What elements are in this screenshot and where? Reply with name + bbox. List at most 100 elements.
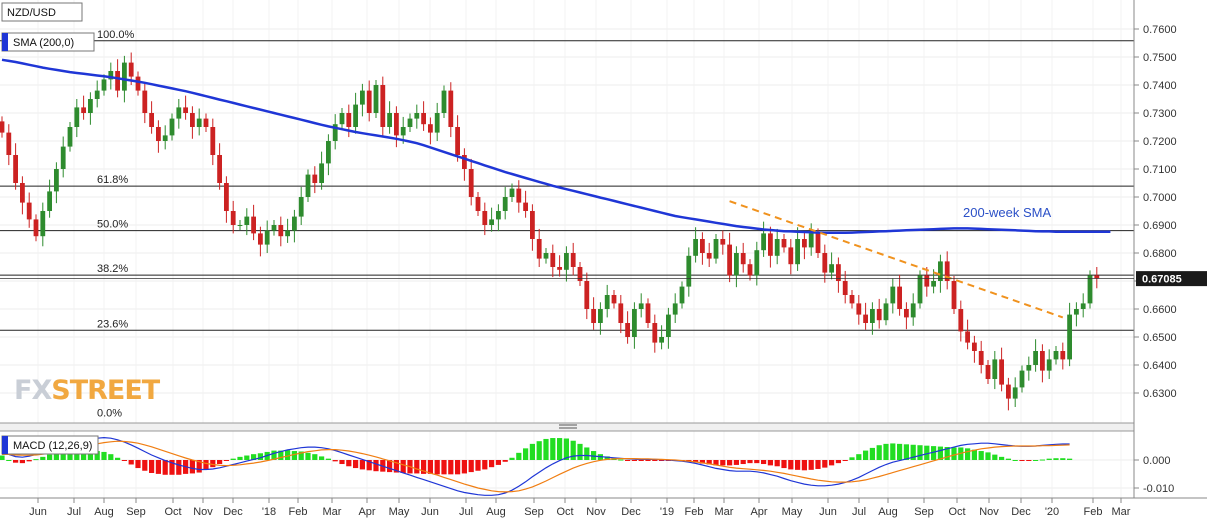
candle: [795, 227, 800, 271]
symbol-legend[interactable]: NZD/USD: [1, 2, 83, 22]
macd-histogram-bar: [319, 456, 325, 460]
candle: [448, 82, 454, 138]
candle: [156, 120, 161, 153]
time-tick-label: Sep: [914, 506, 934, 518]
candle: [285, 218, 290, 243]
candle: [992, 351, 998, 390]
candle: [999, 347, 1004, 392]
time-tick-label: Jul: [459, 506, 473, 518]
macd-histogram-bar: [1012, 460, 1018, 461]
macd-histogram-bar: [244, 455, 250, 460]
candle: [0, 116, 5, 138]
macd-histogram-bar: [869, 447, 875, 460]
macd-histogram-bar: [1026, 460, 1032, 461]
time-tick-label: May: [389, 506, 410, 518]
candle: [455, 115, 460, 162]
candle: [94, 80, 100, 108]
price-tick-label: 0.7600: [1143, 24, 1177, 36]
macd-histogram-bar: [223, 460, 229, 461]
candle: [319, 151, 324, 190]
candle: [1060, 342, 1066, 370]
candle: [305, 169, 311, 203]
panel-separator[interactable]: [0, 423, 1134, 431]
macd-histogram-bar: [434, 460, 440, 475]
svg-text:SMA (200,0): SMA (200,0): [13, 37, 74, 49]
macd-histogram-bar: [937, 446, 943, 460]
candle: [944, 251, 950, 290]
macd-histogram-bar: [516, 452, 522, 460]
candle: [863, 302, 868, 330]
candle: [101, 74, 107, 96]
macd-histogram-bar: [448, 460, 454, 475]
candle: [536, 228, 542, 267]
macd-histogram-bar: [40, 456, 46, 460]
macd-signal-line: [2, 440, 1070, 493]
time-tick-label: May: [782, 506, 803, 518]
price-tick-label: 0.7400: [1143, 80, 1177, 92]
macd-histogram-bar: [101, 451, 107, 460]
macd-histogram-bar: [135, 460, 141, 469]
candle: [516, 180, 522, 213]
time-axis[interactable]: Jun Jul Aug Sep Oct Nov Dec '18 Feb Mar Apr May Jun J…: [29, 498, 1131, 518]
macd-histogram-bar: [801, 460, 807, 471]
macd-histogram-bar: [659, 460, 665, 461]
macd-histogram-bar: [693, 460, 699, 463]
time-tick-label: Jun: [421, 506, 439, 518]
macd-histogram-bar: [536, 441, 542, 460]
candle: [951, 275, 957, 315]
macd-histogram-bar: [339, 460, 345, 465]
macd-tick-label: 0.000: [1143, 455, 1171, 467]
price-tick-label: 0.6900: [1143, 220, 1177, 232]
candle: [326, 134, 331, 176]
candle: [734, 246, 739, 288]
candle: [237, 219, 243, 231]
macd-panel: [0, 438, 1073, 475]
candle: [339, 107, 345, 130]
candle: [693, 227, 698, 263]
candle: [679, 281, 685, 309]
time-tick-label: Aug: [486, 506, 506, 518]
macd-histogram-bar: [47, 454, 53, 460]
svg-text:0.67085: 0.67085: [1142, 274, 1182, 286]
time-tick-label: Nov: [586, 506, 606, 518]
macd-legend[interactable]: MACD (12,26,9): [1, 435, 99, 455]
macd-axis[interactable]: 0.000 -0.010: [1134, 455, 1174, 495]
candle: [564, 246, 569, 282]
time-tick-label: Aug: [94, 506, 114, 518]
macd-histogram-bar: [305, 452, 311, 460]
macd-histogram-bar: [652, 460, 658, 461]
price-axis[interactable]: 0.7600 0.7500 0.7400 0.7300 0.7200 0.7100 0.70…: [1134, 24, 1177, 400]
candle: [1012, 377, 1018, 407]
candle: [298, 186, 304, 225]
time-tick-label: Aug: [878, 506, 898, 518]
macd-histogram-bar: [121, 460, 127, 461]
macd-histogram-bar: [713, 460, 719, 466]
macd-histogram-bar: [495, 460, 501, 465]
candle: [475, 191, 481, 217]
time-tick-label: Sep: [126, 506, 146, 518]
candle: [224, 176, 229, 223]
time-tick-label: '18: [262, 506, 276, 518]
macd-histogram-bar: [910, 444, 916, 460]
macd-histogram-bar: [278, 450, 284, 460]
macd-histogram-bar: [625, 460, 631, 461]
time-tick-label: Dec: [223, 506, 243, 518]
candle: [1033, 339, 1038, 372]
candle: [1019, 365, 1025, 393]
candle: [672, 293, 678, 323]
macd-histogram-bar: [94, 451, 100, 460]
candle: [176, 99, 182, 129]
sma-legend[interactable]: SMA (200,0): [1, 32, 95, 52]
fib-label: 38.2%: [97, 263, 128, 275]
candle: [1067, 302, 1072, 367]
macd-histogram-bar: [298, 451, 304, 460]
fib-label: 100.0%: [97, 29, 135, 41]
candle: [700, 232, 705, 265]
candle: [203, 113, 209, 133]
macd-histogram-bar: [237, 456, 243, 460]
price-tick-label: 0.7000: [1143, 192, 1177, 204]
candle: [917, 270, 923, 309]
candle: [394, 106, 399, 148]
macd-histogram-bar: [169, 460, 175, 475]
time-tick-label: Nov: [979, 506, 999, 518]
